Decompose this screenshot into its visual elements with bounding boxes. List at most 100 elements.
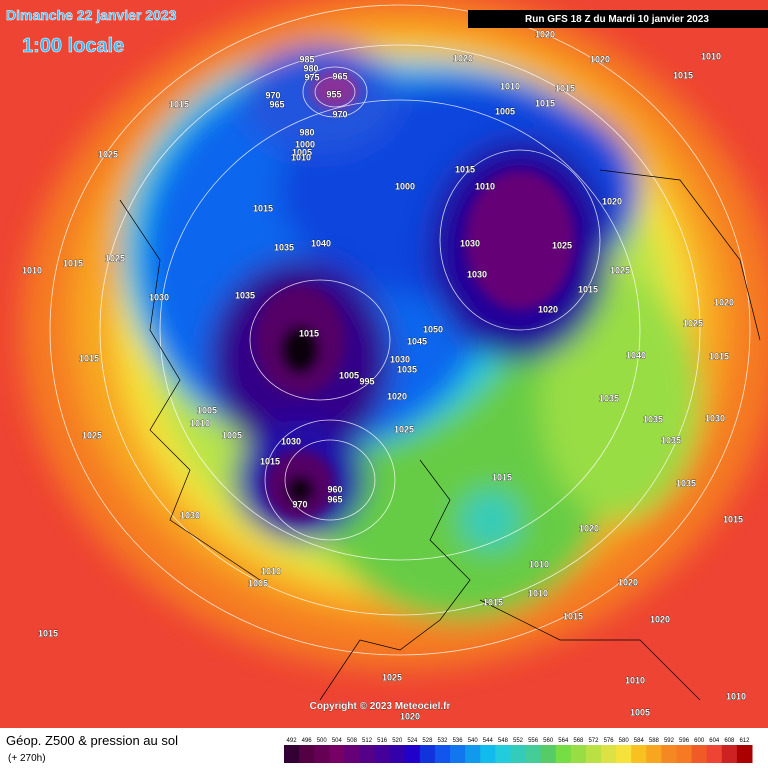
colorbar-tick-label: 532 bbox=[438, 738, 449, 744]
colorbar-tick-label: 540 bbox=[468, 738, 479, 744]
pressure-label: 965 bbox=[269, 99, 284, 109]
pressure-label: 1010 bbox=[625, 675, 645, 685]
local-time: 1:00 locale bbox=[22, 35, 124, 57]
colorbar-swatch bbox=[450, 745, 466, 763]
pressure-label: 1020 bbox=[602, 196, 622, 206]
date-title: Dimanche 22 janvier 2023 bbox=[6, 7, 177, 23]
pressure-label: 1030 bbox=[460, 238, 480, 248]
colorbar-swatch bbox=[495, 745, 511, 763]
pressure-label: 1010 bbox=[475, 181, 495, 191]
pressure-label: 1030 bbox=[390, 354, 410, 364]
colorbar-tick-label: 612 bbox=[739, 738, 750, 744]
colorbar-swatch bbox=[601, 745, 617, 763]
colorbar-swatch bbox=[585, 745, 602, 763]
pressure-label: 1015 bbox=[535, 98, 555, 108]
pressure-label: 1020 bbox=[579, 523, 599, 533]
pressure-label: 1015 bbox=[260, 456, 280, 466]
pressure-label: 1020 bbox=[590, 54, 610, 64]
pressure-label: 1050 bbox=[423, 324, 443, 334]
colorbar-swatch bbox=[480, 745, 496, 763]
colorbar-swatch bbox=[631, 745, 647, 763]
run-info: Run GFS 18 Z du Mardi 10 janvier 2023 bbox=[525, 14, 709, 25]
pressure-label: 1015 bbox=[483, 597, 503, 607]
colorbar-tick-label: 556 bbox=[528, 738, 539, 744]
pressure-label: 1025 bbox=[610, 265, 630, 275]
pressure-label: 1020 bbox=[714, 297, 734, 307]
colorbar-tick-label: 548 bbox=[498, 738, 509, 744]
colorbar-swatch bbox=[555, 745, 572, 763]
colorbar-tick-label: 536 bbox=[453, 738, 464, 744]
colorbar-tick-label: 576 bbox=[604, 738, 615, 744]
colorbar-swatch bbox=[540, 745, 557, 763]
pressure-label: 1010 bbox=[529, 559, 549, 569]
colorbar: 492 496 500 504 508 512 516 520 524 528 532 536 540 5… bbox=[284, 738, 753, 763]
colorbar-tick-label: 508 bbox=[347, 738, 358, 744]
pressure-label: 1020 bbox=[535, 29, 555, 39]
pressure-label: 1015 bbox=[299, 328, 319, 338]
pressure-label: 1025 bbox=[552, 240, 572, 250]
pressure-label: 1005 bbox=[495, 106, 515, 116]
pressure-label: 1020 bbox=[453, 53, 473, 63]
pressure-label: 1030 bbox=[281, 436, 301, 446]
pressure-label: 1035 bbox=[599, 393, 619, 403]
colorbar-swatch bbox=[329, 745, 345, 763]
colorbar-tick-label: 520 bbox=[392, 738, 403, 744]
pressure-label: 1030 bbox=[180, 510, 200, 520]
colorbar-swatch bbox=[359, 745, 376, 763]
pressure-label: 965 bbox=[327, 494, 342, 504]
pressure-label: 1015 bbox=[673, 70, 693, 80]
colorbar-swatch bbox=[299, 745, 315, 763]
pressure-label: 970 bbox=[292, 499, 307, 509]
pressure-label: 1005 bbox=[248, 578, 268, 588]
pressure-label: 1010 bbox=[701, 51, 721, 61]
colorbar-swatch bbox=[389, 745, 406, 763]
colorbar-tick-label: 516 bbox=[377, 738, 388, 744]
colorbar-tick-label: 560 bbox=[543, 738, 554, 744]
pressure-label: 1010 bbox=[726, 691, 746, 701]
colorbar-swatch bbox=[284, 745, 300, 763]
pressure-label: 1025 bbox=[82, 430, 102, 440]
pressure-label: 1015 bbox=[563, 611, 583, 621]
pressure-label: 1005 bbox=[630, 707, 650, 717]
colorbar-tick-label: 568 bbox=[573, 738, 584, 744]
colorbar-tick-label: 592 bbox=[664, 738, 675, 744]
pressure-label: 1035 bbox=[235, 290, 255, 300]
colorbar-tick-label: 580 bbox=[619, 738, 630, 744]
colorbar-swatch bbox=[706, 745, 723, 763]
colorbar-swatch bbox=[374, 745, 391, 763]
lead-time: (+ 270h) bbox=[8, 753, 46, 764]
field bbox=[0, 0, 768, 728]
colorbar-tick-label: 524 bbox=[407, 738, 418, 744]
colorbar-tick-label: 552 bbox=[513, 738, 524, 744]
colorbar-tick-label: 608 bbox=[724, 738, 735, 744]
copyright: Copyright © 2023 Meteociel.fr bbox=[310, 701, 451, 712]
pressure-label: 1020 bbox=[618, 577, 638, 587]
pressure-label: 1045 bbox=[407, 336, 427, 346]
pressure-label: 1025 bbox=[394, 424, 414, 434]
colorbar-swatch bbox=[465, 745, 481, 763]
pressure-label: 1025 bbox=[382, 672, 402, 682]
pressure-label: 1010 bbox=[500, 81, 520, 91]
colorbar-tick-label: 500 bbox=[317, 738, 328, 744]
pressure-label: 1040 bbox=[626, 350, 646, 360]
pressure-label: 1005 bbox=[292, 147, 312, 157]
pressure-label: 1030 bbox=[149, 292, 169, 302]
pressure-label: 1015 bbox=[492, 472, 512, 482]
pressure-label: 1015 bbox=[253, 203, 273, 213]
pressure-label: 980 bbox=[299, 127, 314, 137]
colorbar-swatch bbox=[616, 745, 632, 763]
pressure-label: 1020 bbox=[400, 711, 420, 721]
pressure-label: 1035 bbox=[643, 414, 663, 424]
pressure-label: 975 bbox=[304, 72, 319, 82]
pressure-label: 960 bbox=[327, 484, 342, 494]
pressure-label: 985 bbox=[299, 54, 314, 64]
pressure-label: 995 bbox=[359, 376, 374, 386]
pressure-label: 1010 bbox=[190, 418, 210, 428]
colorbar-swatch bbox=[525, 745, 542, 763]
pressure-label: 1035 bbox=[397, 364, 417, 374]
pressure-label: 1025 bbox=[105, 253, 125, 263]
footer-title: Géop. Z500 & pression au sol bbox=[6, 733, 178, 748]
pressure-label: 1015 bbox=[455, 164, 475, 174]
